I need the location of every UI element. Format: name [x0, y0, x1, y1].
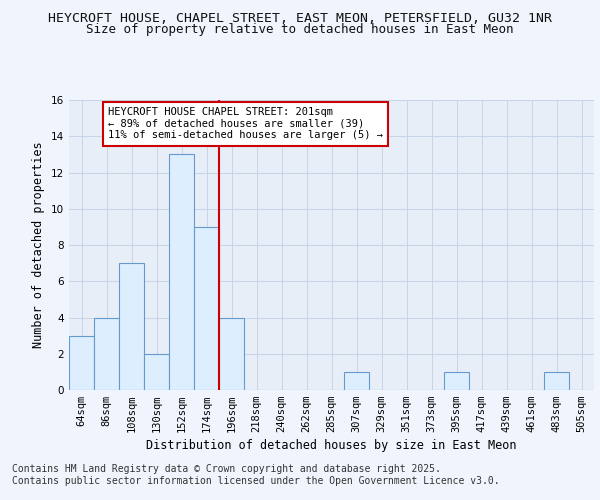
- Bar: [219, 318, 244, 390]
- Bar: [119, 263, 144, 390]
- Bar: [194, 227, 219, 390]
- Bar: [169, 154, 194, 390]
- Bar: [444, 372, 469, 390]
- Bar: [344, 372, 369, 390]
- Bar: [94, 318, 119, 390]
- Y-axis label: Number of detached properties: Number of detached properties: [32, 142, 46, 348]
- Bar: [544, 372, 569, 390]
- X-axis label: Distribution of detached houses by size in East Meon: Distribution of detached houses by size …: [146, 440, 517, 452]
- Text: HEYCROFT HOUSE CHAPEL STREET: 201sqm
← 89% of detached houses are smaller (39)
1: HEYCROFT HOUSE CHAPEL STREET: 201sqm ← 8…: [108, 108, 383, 140]
- Text: Contains HM Land Registry data © Crown copyright and database right 2025.: Contains HM Land Registry data © Crown c…: [12, 464, 441, 474]
- Bar: [69, 336, 94, 390]
- Bar: [144, 354, 169, 390]
- Text: Size of property relative to detached houses in East Meon: Size of property relative to detached ho…: [86, 24, 514, 36]
- Text: HEYCROFT HOUSE, CHAPEL STREET, EAST MEON, PETERSFIELD, GU32 1NR: HEYCROFT HOUSE, CHAPEL STREET, EAST MEON…: [48, 12, 552, 26]
- Text: Contains public sector information licensed under the Open Government Licence v3: Contains public sector information licen…: [12, 476, 500, 486]
